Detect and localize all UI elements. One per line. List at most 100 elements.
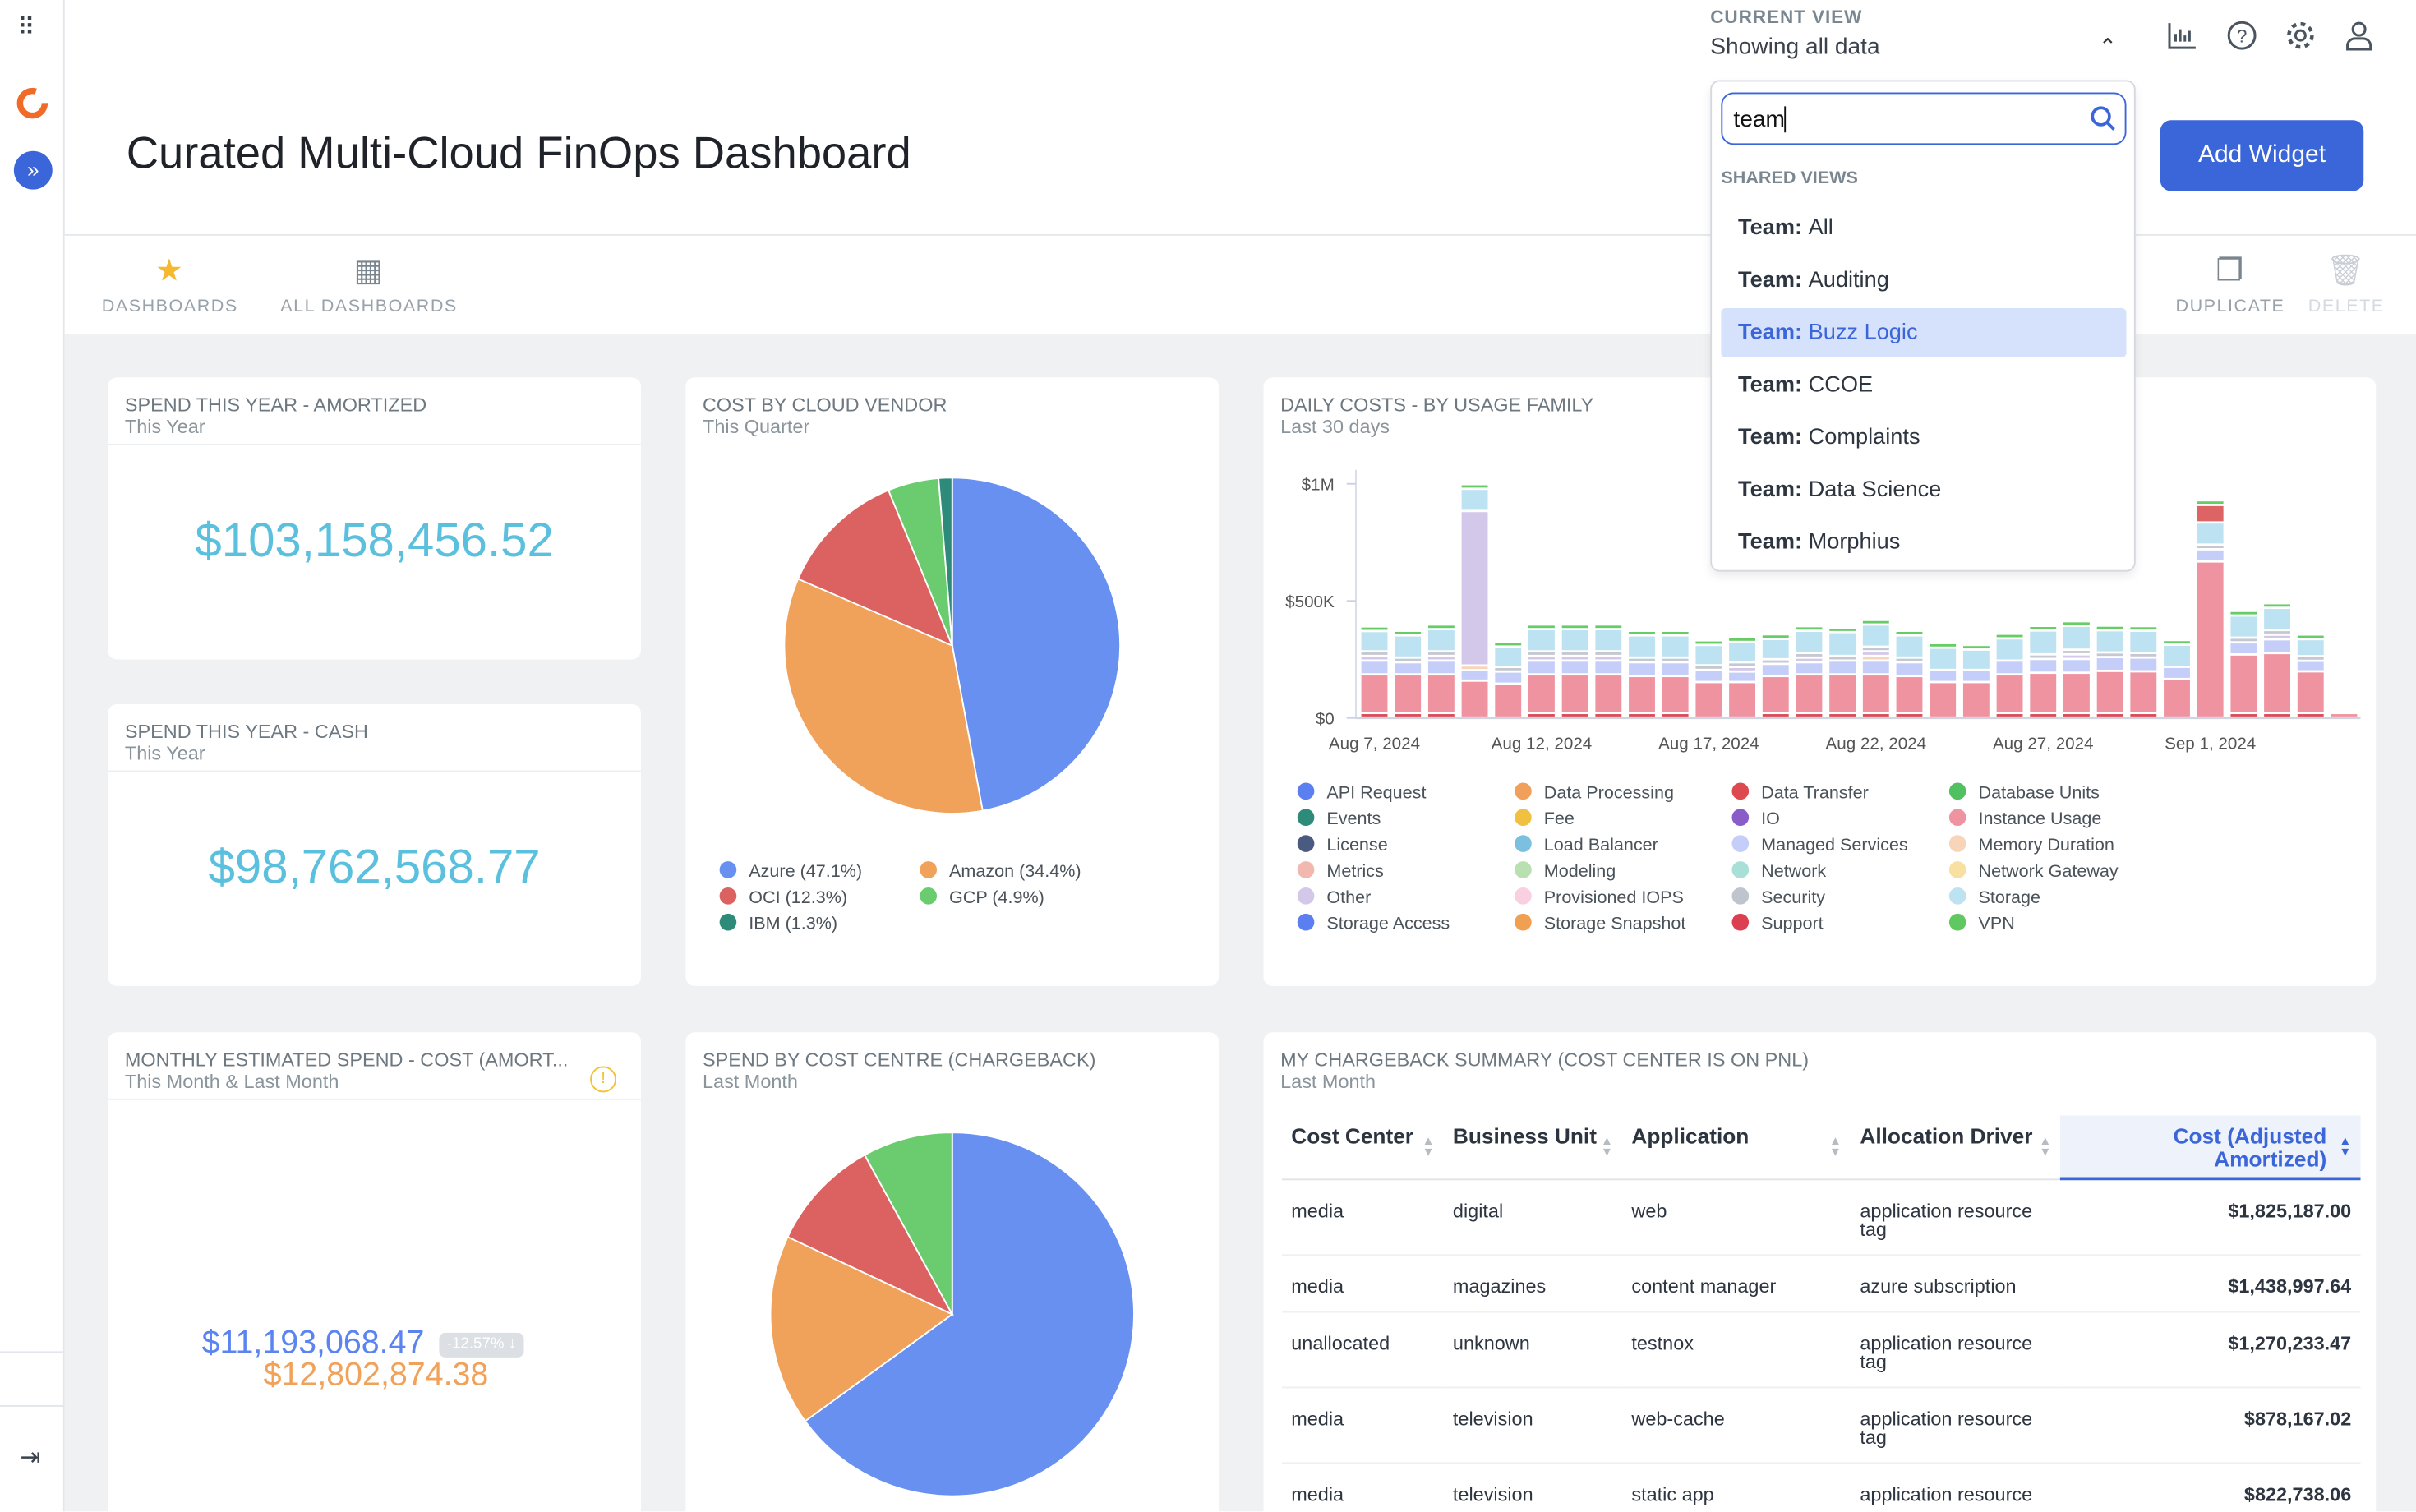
bar-segment-vpn[interactable] <box>1427 625 1455 629</box>
bar-segment-storage[interactable] <box>2130 631 2157 652</box>
help-icon[interactable]: ? <box>2225 19 2259 53</box>
legend-item[interactable]: Events <box>1297 809 1381 829</box>
bar-segment-managed-services[interactable] <box>1930 671 1957 681</box>
bar-segment-support[interactable] <box>1762 714 1789 717</box>
bar-segment-instance-usage[interactable] <box>1896 677 1923 712</box>
bar-segment-security[interactable] <box>1395 658 1422 662</box>
bar-segment-vpn[interactable] <box>2197 501 2224 505</box>
bar-segment-security[interactable] <box>1427 652 1455 655</box>
legend-item[interactable]: Fee <box>1515 809 1575 829</box>
bar-segment-support[interactable] <box>1796 714 1823 717</box>
column-header[interactable]: Allocation Driver ▲ ▼ <box>1851 1115 2061 1180</box>
legend-item[interactable]: Security <box>1731 887 1825 907</box>
bar-segment-support[interactable] <box>1896 714 1923 717</box>
bar-segment-instance-usage[interactable] <box>1695 683 1722 717</box>
bar-segment-instance-usage[interactable] <box>2331 714 2358 717</box>
bar-segment-support[interactable] <box>2130 714 2157 717</box>
bar-segment-storage[interactable] <box>2264 609 2290 629</box>
current-view-selector[interactable]: Showing all data <box>1710 34 1880 61</box>
bar-segment-instance-usage[interactable] <box>1629 677 1655 712</box>
bar-segment-vpn[interactable] <box>1962 646 1990 649</box>
bar-segment-managed-services[interactable] <box>1561 662 1588 674</box>
bar-segment-instance-usage[interactable] <box>1962 683 1990 717</box>
legend-item[interactable]: License <box>1297 835 1388 855</box>
bar-segment-vpn[interactable] <box>1762 635 1789 638</box>
bar-segment-managed-services[interactable] <box>1729 672 1755 681</box>
bar-segment-memory-duration[interactable] <box>1461 666 1488 670</box>
view-option[interactable]: Team: Morphius <box>1721 518 2126 567</box>
bar-segment-instance-usage[interactable] <box>2297 672 2324 712</box>
bar-segment-instance-usage[interactable] <box>2197 562 2224 717</box>
duplicate-button[interactable]: ❐ DUPLICATE <box>2176 251 2285 316</box>
bar-segment-instance-usage[interactable] <box>1862 675 1889 712</box>
bar-segment-support[interactable] <box>1427 714 1455 717</box>
bar-segment-vpn[interactable] <box>1395 632 1422 634</box>
bar-chart-icon[interactable] <box>2165 19 2198 53</box>
legend-item[interactable]: Database Units <box>1948 782 2100 803</box>
bar-segment-support[interactable] <box>1395 714 1422 717</box>
bar-segment-managed-services[interactable] <box>2164 667 2190 678</box>
column-header[interactable]: Business Unit ▲ ▼ <box>1443 1115 1623 1180</box>
bar-segment-support[interactable] <box>1862 714 1889 717</box>
bar-segment-storage[interactable] <box>2297 640 2324 656</box>
bar-segment-vpn[interactable] <box>1796 627 1823 630</box>
bar-segment-support[interactable] <box>1528 714 1555 717</box>
pie-slice-oci[interactable] <box>796 489 954 648</box>
bar-segment-security[interactable] <box>2130 653 2157 657</box>
legend-item[interactable]: Provisioned IOPS <box>1515 887 1684 907</box>
bar-segment-support[interactable] <box>2230 714 2257 717</box>
legend-item[interactable]: Azure (47.1%) <box>719 861 862 882</box>
legend-item[interactable]: Storage <box>1948 887 2040 907</box>
view-search-input[interactable]: team <box>1721 92 2127 145</box>
bar-segment-data-transfer[interactable] <box>2197 505 2224 522</box>
bar-segment-security[interactable] <box>1762 660 1789 663</box>
bar-segment-storage[interactable] <box>2164 645 2190 666</box>
bar-segment-security[interactable] <box>1829 657 1856 660</box>
bar-segment-managed-services[interactable] <box>1962 671 1990 681</box>
column-header[interactable]: Application ▲ ▼ <box>1622 1115 1851 1180</box>
bar-segment-support[interactable] <box>1829 714 1856 717</box>
bar-segment-other[interactable] <box>1361 657 1388 660</box>
bar-segment-security[interactable] <box>1561 652 1588 655</box>
view-option[interactable]: Team: CCOE <box>1721 361 2126 410</box>
bar-segment-security[interactable] <box>1662 658 1689 662</box>
bar-segment-security[interactable] <box>1361 652 1388 655</box>
bar-segment-security[interactable] <box>2063 651 2090 653</box>
bar-segment-security[interactable] <box>1495 667 1522 671</box>
bar-segment-security[interactable] <box>2197 546 2224 549</box>
bar-segment-support[interactable] <box>1561 714 1588 717</box>
legend-item[interactable]: Modeling <box>1515 861 1616 882</box>
bar-segment-storage[interactable] <box>2096 631 2123 652</box>
bar-segment-support[interactable] <box>2297 714 2324 717</box>
gear-icon[interactable] <box>2284 19 2317 53</box>
bar-segment-vpn[interactable] <box>1862 620 1889 624</box>
bar-segment-instance-usage[interactable] <box>1762 677 1789 712</box>
bar-segment-security[interactable] <box>1896 658 1923 662</box>
legend-item[interactable]: Storage Snapshot <box>1515 913 1685 933</box>
legend-item[interactable]: Amazon (34.4%) <box>920 861 1081 882</box>
bar-segment-managed-services[interactable] <box>2030 660 2057 672</box>
bar-segment-managed-services[interactable] <box>1461 671 1488 680</box>
bar-segment-storage[interactable] <box>2063 627 2090 649</box>
bar-segment-security[interactable] <box>1796 654 1823 657</box>
bar-segment-storage[interactable] <box>2030 631 2057 653</box>
bar-segment-managed-services[interactable] <box>1662 663 1689 675</box>
bar-segment-security[interactable] <box>2297 657 2324 660</box>
legend-item[interactable]: Support <box>1731 913 1824 933</box>
bar-segment-vpn[interactable] <box>1361 627 1388 630</box>
bar-segment-instance-usage[interactable] <box>1829 675 1856 712</box>
bar-segment-support[interactable] <box>2063 714 2090 717</box>
bar-segment-support[interactable] <box>1361 714 1388 717</box>
bar-segment-storage[interactable] <box>1427 630 1455 651</box>
pie-slice[interactable] <box>863 1132 953 1315</box>
bar-segment-security[interactable] <box>2096 653 2123 657</box>
bar-segment-other[interactable] <box>1796 658 1823 662</box>
chevron-up-icon[interactable]: ⌃ <box>2098 34 2117 59</box>
legend-item[interactable]: OCI (12.3%) <box>719 887 847 907</box>
bar-segment-managed-services[interactable] <box>1862 662 1889 674</box>
legend-item[interactable]: Network Gateway <box>1948 861 2119 882</box>
bar-segment-managed-services[interactable] <box>2264 640 2290 652</box>
warning-icon[interactable]: ! <box>590 1066 616 1093</box>
legend-item[interactable]: VPN <box>1948 913 2015 933</box>
legend-item[interactable]: Other <box>1297 887 1371 907</box>
